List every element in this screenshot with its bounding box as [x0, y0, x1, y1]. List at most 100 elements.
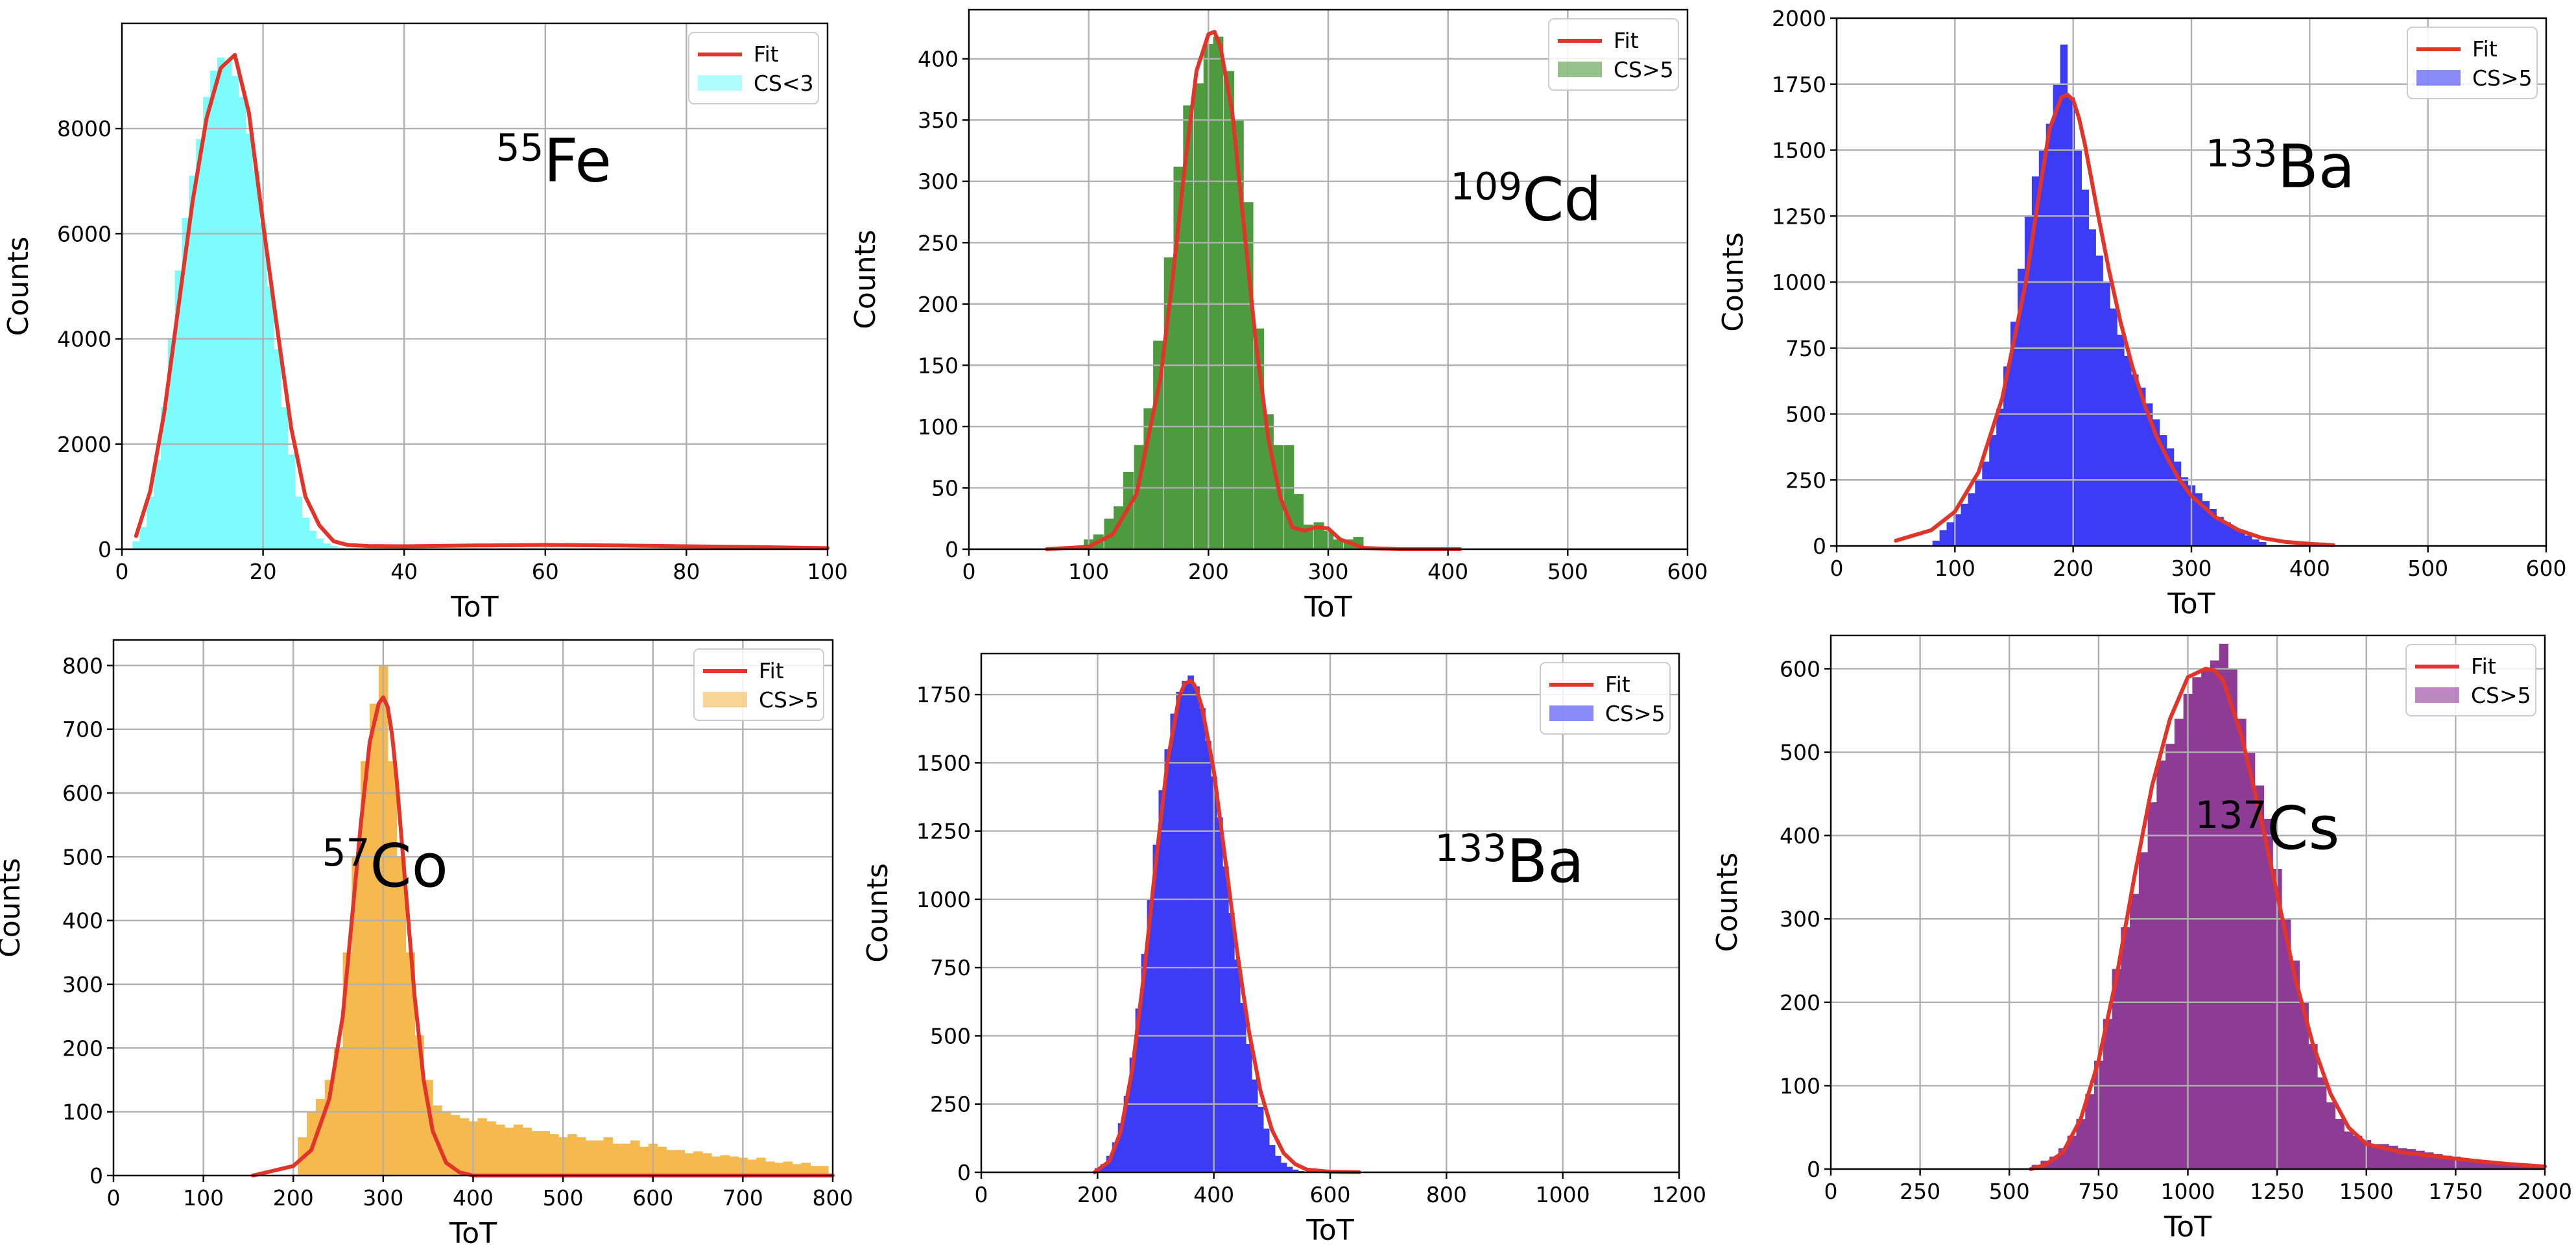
y-tick-label: 1250	[916, 819, 971, 844]
histogram-bar	[594, 1140, 604, 1176]
x-tick-label: 0	[975, 1182, 988, 1207]
y-tick-label: 1750	[1772, 72, 1826, 97]
histogram-bar	[513, 1124, 523, 1176]
y-axis-title: Counts	[2, 237, 35, 337]
y-tick-label: 1000	[916, 887, 971, 912]
histogram-bar	[1123, 1096, 1130, 1172]
x-tick-label: 0	[107, 1185, 121, 1211]
histogram-bar	[1968, 493, 1975, 546]
x-tick-label: 100	[183, 1185, 224, 1211]
x-tick-label: 300	[1308, 559, 1349, 584]
legend: Fit CS>5	[1548, 18, 1679, 91]
x-tick-label: 400	[2289, 556, 2330, 581]
histogram-bar	[1982, 461, 1990, 546]
histogram-bar	[267, 286, 274, 549]
histogram-bar	[189, 176, 197, 549]
x-tick-label: 40	[390, 559, 418, 584]
fit-curve	[134, 53, 829, 550]
histogram-bar	[252, 171, 260, 550]
x-tick-label: 60	[532, 559, 559, 584]
x-axis-title: ToT	[449, 1217, 497, 1250]
histogram-bar	[210, 70, 218, 550]
histogram-bar	[621, 1143, 631, 1176]
isotope-label: 57Co	[322, 831, 448, 901]
histogram-bar	[1135, 1008, 1142, 1172]
y-axis-title: Counts	[849, 230, 882, 329]
x-tick-label: 200	[273, 1185, 314, 1211]
histogram-bar	[2024, 216, 2033, 546]
x-tick-label: 250	[1900, 1179, 1940, 1204]
histogram-bar	[2487, 1161, 2496, 1169]
histogram-bar	[147, 496, 154, 549]
histogram-series	[132, 57, 345, 550]
histogram-bar	[630, 1140, 640, 1176]
histogram-bar	[783, 1161, 793, 1176]
y-tick-label: 500	[930, 1023, 971, 1048]
y-tick-label: 400	[1780, 823, 1820, 849]
histogram-bar	[603, 1137, 613, 1176]
y-tick-label: 0	[98, 537, 112, 562]
histogram-bar	[2156, 760, 2166, 1169]
y-axis-title: Counts	[0, 858, 27, 958]
histogram-bar	[2031, 176, 2040, 546]
x-tick-label: 20	[250, 559, 277, 584]
histogram-bar	[2076, 1118, 2086, 1169]
histogram-bar	[2174, 718, 2184, 1169]
histogram-bar	[2010, 322, 2018, 546]
x-tick-label: 100	[1935, 556, 1975, 581]
y-tick-label: 600	[62, 781, 103, 806]
histogram-bar	[203, 97, 211, 550]
histogram-bar	[675, 1150, 685, 1176]
x-tick-label: 200	[1188, 559, 1229, 584]
histogram-bar	[2017, 268, 2025, 546]
histogram-bar	[2088, 229, 2096, 546]
histogram-bar	[1939, 530, 1948, 546]
histogram-bar	[2496, 1162, 2505, 1169]
histogram-bar	[2282, 919, 2291, 1169]
y-tick-label: 1000	[1772, 270, 1826, 295]
fit-curve	[2029, 667, 2547, 1171]
x-tick-label: 750	[2078, 1179, 2119, 1204]
legend: Fit CS<3	[688, 32, 819, 104]
panel-1-55fe: 0 20 40 60 80 100 0 2000 4000 6000 8000 ToT Counts Fi…	[2, 22, 848, 624]
y-tick-label: 750	[1785, 336, 1826, 361]
x-tick-label: 400	[1427, 559, 1468, 584]
histogram-bar	[2053, 84, 2061, 546]
y-tick-label: 250	[930, 1092, 971, 1117]
histogram-bar	[585, 1140, 595, 1176]
x-tick-label: 200	[2053, 556, 2093, 581]
histogram-bar	[477, 1118, 487, 1176]
histogram-bar	[2237, 718, 2247, 1169]
histogram-bar	[405, 952, 415, 1176]
histogram-bar	[2112, 969, 2121, 1169]
histogram-bar	[1164, 749, 1171, 1172]
y-axis-title: Counts	[861, 863, 894, 963]
histogram-bar	[792, 1164, 802, 1176]
histogram-bar	[2254, 785, 2265, 1169]
x-tick-label: 800	[813, 1185, 853, 1211]
fit-curve	[1092, 679, 1361, 1174]
histogram-bar	[450, 1115, 460, 1176]
histogram-bar	[1222, 866, 1229, 1172]
histogram-series	[1084, 36, 1364, 550]
histogram-bar	[2085, 1094, 2095, 1169]
histogram-bar	[2209, 509, 2217, 546]
y-tick-label: 1250	[1772, 204, 1826, 229]
histogram-bar	[1199, 708, 1206, 1172]
histogram-bar	[2245, 535, 2252, 546]
histogram-bar	[1217, 817, 1223, 1172]
panel-3-133ba: 0 100 200 300 400 500 600 0 250 500 750 1000 1250 150…	[1717, 6, 2567, 621]
histogram-bar	[2258, 541, 2267, 546]
x-tick-label: 500	[2407, 556, 2448, 581]
histogram-bar	[522, 1128, 532, 1176]
panel-4-57co: 0 100 200 300 400 500 600 700 800 0 100 200 300 400 50…	[0, 639, 853, 1250]
y-tick-label: 0	[89, 1163, 103, 1189]
y-tick-label: 50	[931, 475, 959, 501]
y-tick-label: 350	[918, 108, 959, 133]
histogram-bar	[2131, 374, 2139, 546]
legend-hist-swatch	[1558, 62, 1602, 77]
histogram-bar	[2138, 387, 2146, 546]
x-tick-label: 400	[1193, 1182, 1234, 1207]
x-axis-title: ToT	[1306, 1214, 1354, 1247]
x-tick-label: 1200	[1652, 1182, 1706, 1207]
